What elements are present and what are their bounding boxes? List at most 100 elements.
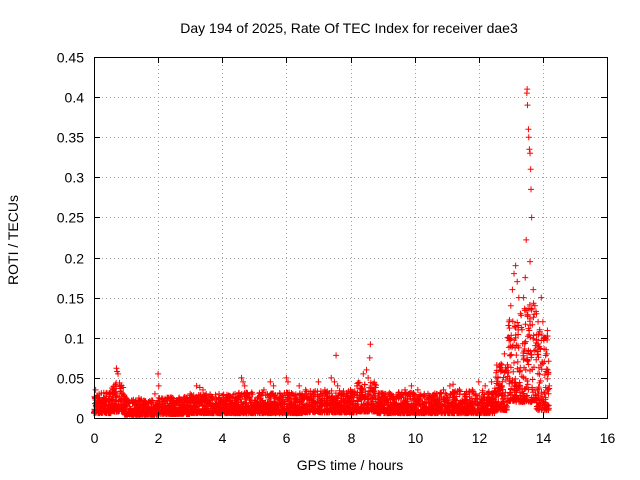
- x-tick-label: 0: [91, 430, 99, 446]
- noise-point: [355, 379, 362, 386]
- noise-point: [135, 397, 142, 404]
- x-tick-label: 16: [600, 430, 616, 446]
- noise-point: [524, 356, 531, 363]
- data-point: [100, 394, 107, 401]
- noise-point: [288, 404, 295, 411]
- data-point: [283, 374, 290, 381]
- noise-point: [364, 396, 371, 403]
- plot-frame: [94, 57, 608, 419]
- noise-point: [509, 344, 516, 351]
- noise-point: [525, 361, 532, 368]
- x-tick-label: 6: [283, 430, 291, 446]
- noise-point: [529, 376, 536, 383]
- data-point: [309, 390, 316, 397]
- noise-point: [492, 402, 499, 409]
- y-axis-label: ROTI / TECUs: [5, 195, 21, 285]
- noise-point: [526, 331, 533, 338]
- noise-point: [536, 343, 543, 350]
- noise-point: [115, 401, 122, 408]
- noise-point: [467, 399, 474, 406]
- data-point: [129, 400, 136, 407]
- noise-point: [495, 384, 502, 391]
- noise-point: [404, 410, 411, 417]
- noise-point: [543, 350, 550, 357]
- data-point: [267, 378, 274, 385]
- axes: 0 2 4 6 8 10 12 14 16 0 0.05 0.1 0.15 0.2 0.25 0.3 0.35 0…: [57, 50, 616, 447]
- noise-point: [315, 396, 322, 403]
- noise-point: [462, 397, 469, 404]
- data-point: [167, 400, 174, 407]
- data-point: [408, 382, 415, 389]
- data-point: [302, 386, 309, 393]
- noise-point: [528, 354, 535, 361]
- noise-point: [365, 407, 372, 414]
- noise-point: [174, 407, 181, 414]
- noise-point: [159, 404, 166, 411]
- noise-point: [357, 404, 364, 411]
- noise-point: [261, 405, 268, 412]
- data-point: [328, 374, 335, 381]
- data-point: [421, 390, 428, 397]
- noise-point: [511, 359, 518, 366]
- noise-point: [334, 394, 341, 401]
- data-point: [512, 262, 519, 269]
- noise-point: [111, 398, 118, 405]
- data-point: [296, 382, 303, 389]
- data-point: [440, 386, 447, 393]
- noise-point: [494, 378, 501, 385]
- noise-point: [316, 393, 323, 400]
- noise-point: [248, 399, 255, 406]
- noise-point: [457, 409, 464, 416]
- noise-point: [381, 400, 388, 407]
- noise-point: [146, 408, 153, 415]
- noise-point: [507, 391, 514, 398]
- noise-point: [512, 331, 519, 338]
- noise-point: [488, 403, 495, 410]
- noise-point: [275, 395, 282, 402]
- noise-point: [505, 369, 512, 376]
- data-point: [506, 318, 513, 325]
- data-point: [119, 390, 126, 397]
- noise-point: [273, 405, 280, 412]
- noise-point: [542, 406, 549, 413]
- noise-point: [505, 322, 512, 329]
- noise-point: [501, 369, 508, 376]
- noise-point: [92, 403, 99, 410]
- data-point: [254, 394, 261, 401]
- noise-point: [507, 364, 514, 371]
- noise-point: [516, 369, 523, 376]
- noise-point: [158, 401, 165, 408]
- data-point: [180, 394, 187, 401]
- noise-point: [95, 406, 102, 413]
- noise-point: [484, 410, 491, 417]
- data-point: [376, 390, 383, 397]
- noise-point: [188, 403, 195, 410]
- noise-point: [314, 399, 321, 406]
- noise-point: [506, 325, 513, 332]
- noise-point: [247, 399, 254, 406]
- noise-point: [371, 381, 378, 388]
- data-point: [219, 392, 226, 399]
- noise-point: [262, 391, 269, 398]
- noise-point: [524, 350, 531, 357]
- data-point: [525, 126, 532, 133]
- noise-point: [400, 407, 407, 414]
- noise-point: [242, 395, 249, 402]
- noise-point: [217, 396, 224, 403]
- noise-point: [421, 405, 428, 412]
- data-point: [427, 394, 434, 401]
- noise-point: [535, 384, 542, 391]
- x-tick-label: 14: [536, 430, 552, 446]
- data-point: [382, 390, 389, 397]
- noise-point: [529, 386, 536, 393]
- noise-point: [161, 409, 168, 416]
- data-point: [161, 398, 168, 405]
- noise-point: [413, 396, 420, 403]
- noise-point: [166, 407, 173, 414]
- data-point: [341, 390, 348, 397]
- data-point: [347, 386, 354, 393]
- noise-point: [244, 392, 251, 399]
- x-tick-label: 10: [408, 430, 424, 446]
- noise-point: [130, 411, 137, 418]
- noise-point: [281, 401, 288, 408]
